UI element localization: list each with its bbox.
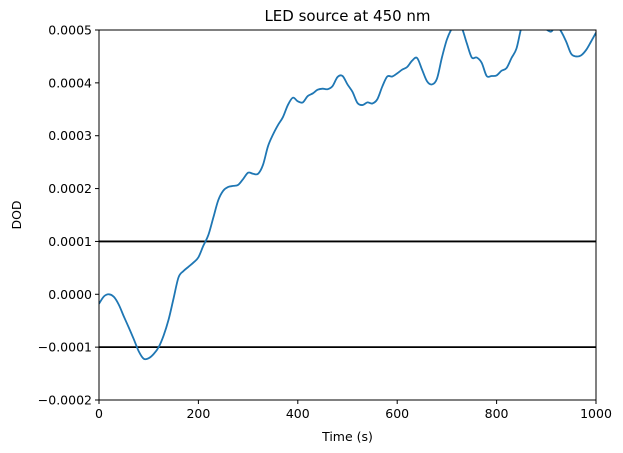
y-tick-label: 0.0001 bbox=[48, 234, 92, 249]
x-tick-label: 600 bbox=[385, 406, 409, 421]
y-tick-label: 0.0000 bbox=[48, 287, 92, 302]
x-tick-label: 400 bbox=[286, 406, 310, 421]
x-axis-label: Time (s) bbox=[321, 429, 373, 444]
reference-lines bbox=[99, 240, 596, 349]
y-tick-label: 0.0004 bbox=[48, 75, 92, 90]
x-tick-label: 800 bbox=[485, 406, 509, 421]
x-axis-ticks: 0 200 400 600 800 1000 bbox=[95, 400, 612, 421]
chart-title: LED source at 450 nm bbox=[264, 7, 430, 25]
x-tick-label: 200 bbox=[186, 406, 210, 421]
x-tick-label: 0 bbox=[95, 406, 103, 421]
y-axis-label: DOD bbox=[9, 200, 24, 229]
y-axis-ticks: −0.0002 −0.0001 0.0000 0.0001 0.0002 0.0003 0.… bbox=[38, 23, 99, 408]
y-tick-label: 0.0005 bbox=[48, 23, 92, 38]
y-tick-label: 0.0003 bbox=[48, 128, 92, 143]
y-tick-label: 0.0002 bbox=[48, 181, 92, 196]
y-tick-label: −0.0001 bbox=[38, 340, 92, 355]
plot-frame bbox=[98, 29, 597, 401]
y-tick-label: −0.0002 bbox=[38, 393, 92, 408]
series-line bbox=[99, 30, 596, 361]
x-tick-label: 1000 bbox=[580, 406, 612, 421]
